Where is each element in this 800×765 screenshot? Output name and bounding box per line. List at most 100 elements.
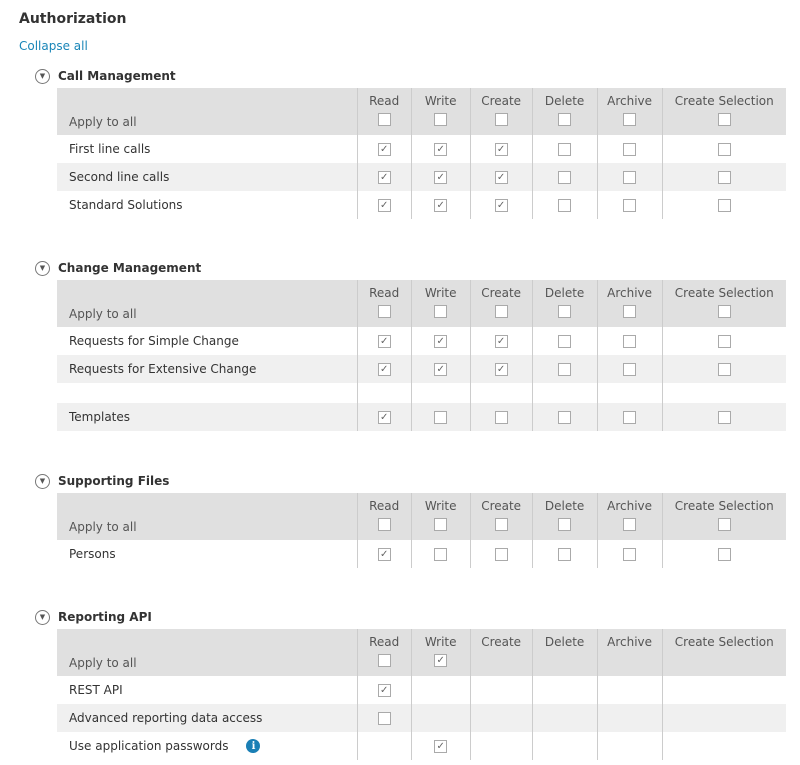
permission-section: ▼ Call Management Apply to all Read Write Cre… bbox=[35, 64, 786, 219]
permission-checkbox[interactable] bbox=[558, 113, 572, 126]
permission-checkbox[interactable]: ✓ bbox=[494, 143, 508, 156]
permission-cell bbox=[356, 732, 412, 760]
permission-cell: ✓ bbox=[410, 327, 471, 355]
column-header: Write bbox=[410, 280, 471, 327]
permission-checkbox[interactable] bbox=[623, 363, 637, 376]
permission-checkbox[interactable] bbox=[717, 548, 731, 561]
permission-checkbox[interactable] bbox=[623, 411, 637, 424]
permission-checkbox[interactable] bbox=[377, 113, 391, 126]
row-spacer bbox=[57, 383, 786, 403]
info-icon[interactable]: i bbox=[246, 739, 261, 754]
column-header: Create bbox=[469, 629, 533, 676]
permission-checkbox[interactable] bbox=[717, 411, 731, 424]
permission-table: Apply to all Read Write Create Delete Archive… bbox=[57, 88, 786, 219]
permission-checkbox[interactable] bbox=[623, 171, 637, 184]
column-label: Archive bbox=[607, 286, 653, 300]
permission-checkbox[interactable] bbox=[494, 548, 508, 561]
permission-checkbox[interactable] bbox=[494, 305, 508, 318]
collapse-toggle-icon[interactable]: ▼ bbox=[35, 473, 50, 489]
permission-checkbox[interactable] bbox=[377, 518, 391, 531]
permission-cell bbox=[469, 403, 533, 431]
permission-checkbox[interactable] bbox=[623, 199, 637, 212]
permission-cell: ✓ bbox=[469, 163, 533, 191]
permission-cell bbox=[410, 540, 471, 568]
permission-checkbox[interactable]: ✓ bbox=[434, 654, 448, 667]
permission-checkbox[interactable] bbox=[623, 548, 637, 561]
column-label: Archive bbox=[607, 499, 653, 513]
permission-checkbox[interactable] bbox=[717, 518, 731, 531]
permission-checkbox[interactable] bbox=[434, 305, 448, 318]
table-row: Templates ✓ bbox=[57, 403, 786, 431]
collapse-all-link[interactable]: Collapse all bbox=[19, 39, 88, 53]
permission-checkbox[interactable] bbox=[558, 363, 572, 376]
permission-checkbox[interactable] bbox=[717, 171, 731, 184]
permission-checkbox[interactable] bbox=[717, 335, 731, 348]
permission-checkbox[interactable] bbox=[717, 143, 731, 156]
collapse-toggle-icon[interactable]: ▼ bbox=[35, 609, 50, 625]
permission-checkbox[interactable]: ✓ bbox=[377, 143, 391, 156]
apply-to-all-label: Apply to all bbox=[69, 115, 137, 129]
permission-checkbox[interactable] bbox=[558, 335, 572, 348]
permission-checkbox[interactable]: ✓ bbox=[494, 199, 508, 212]
permission-cell bbox=[661, 163, 786, 191]
column-label: Archive bbox=[607, 635, 653, 649]
permission-checkbox[interactable]: ✓ bbox=[494, 335, 508, 348]
section-title: Change Management bbox=[58, 261, 202, 275]
permission-checkbox[interactable] bbox=[434, 113, 448, 126]
permission-checkbox[interactable] bbox=[434, 411, 448, 424]
permission-checkbox[interactable]: ✓ bbox=[377, 548, 391, 561]
permission-cell bbox=[410, 704, 471, 732]
permission-checkbox[interactable] bbox=[717, 305, 731, 318]
permission-cell: ✓ bbox=[356, 540, 412, 568]
permission-checkbox[interactable]: ✓ bbox=[377, 363, 391, 376]
permission-checkbox[interactable] bbox=[558, 171, 572, 184]
row-label: Requests for Extensive Change bbox=[69, 362, 257, 376]
permission-checkbox[interactable] bbox=[558, 199, 572, 212]
permission-checkbox[interactable] bbox=[558, 305, 572, 318]
permission-checkbox[interactable] bbox=[717, 113, 731, 126]
permission-checkbox[interactable] bbox=[377, 305, 391, 318]
permission-checkbox[interactable]: ✓ bbox=[434, 143, 448, 156]
permission-checkbox[interactable] bbox=[717, 363, 731, 376]
permission-checkbox[interactable] bbox=[558, 143, 572, 156]
permission-checkbox[interactable] bbox=[434, 518, 448, 531]
permission-checkbox[interactable] bbox=[623, 518, 637, 531]
permission-checkbox[interactable]: ✓ bbox=[377, 171, 391, 184]
permission-checkbox[interactable] bbox=[717, 199, 731, 212]
permission-checkbox[interactable] bbox=[377, 654, 391, 667]
permission-checkbox[interactable] bbox=[623, 305, 637, 318]
permission-cell: ✓ bbox=[410, 135, 471, 163]
permission-cell bbox=[596, 676, 663, 704]
column-label: Create bbox=[481, 94, 522, 108]
collapse-toggle-icon[interactable]: ▼ bbox=[35, 260, 50, 276]
permission-checkbox[interactable] bbox=[623, 335, 637, 348]
permission-checkbox[interactable]: ✓ bbox=[434, 199, 448, 212]
permission-checkbox[interactable]: ✓ bbox=[377, 684, 391, 697]
permission-checkbox[interactable]: ✓ bbox=[434, 740, 448, 753]
permission-checkbox[interactable]: ✓ bbox=[377, 411, 391, 424]
permission-checkbox[interactable] bbox=[623, 143, 637, 156]
permission-checkbox[interactable]: ✓ bbox=[434, 363, 448, 376]
permission-checkbox[interactable] bbox=[494, 518, 508, 531]
permission-checkbox[interactable]: ✓ bbox=[434, 171, 448, 184]
permission-checkbox[interactable] bbox=[558, 548, 572, 561]
permission-checkbox[interactable] bbox=[494, 113, 508, 126]
permission-checkbox[interactable] bbox=[494, 411, 508, 424]
permission-checkbox[interactable] bbox=[623, 113, 637, 126]
column-label: Create bbox=[481, 635, 522, 649]
permission-checkbox[interactable] bbox=[558, 518, 572, 531]
permission-checkbox[interactable] bbox=[377, 712, 391, 725]
permission-cell bbox=[531, 327, 598, 355]
permission-checkbox[interactable] bbox=[434, 548, 448, 561]
permission-checkbox[interactable]: ✓ bbox=[434, 335, 448, 348]
permission-checkbox[interactable]: ✓ bbox=[377, 199, 391, 212]
permission-cell: ✓ bbox=[356, 191, 412, 219]
permission-checkbox[interactable]: ✓ bbox=[377, 335, 391, 348]
column-label: Create bbox=[481, 499, 522, 513]
permission-checkbox[interactable] bbox=[558, 411, 572, 424]
table-row: Requests for Simple Change ✓ ✓ ✓ bbox=[57, 327, 786, 355]
section-header: ▼ Reporting API bbox=[35, 605, 786, 629]
collapse-toggle-icon[interactable]: ▼ bbox=[35, 68, 50, 84]
permission-checkbox[interactable]: ✓ bbox=[494, 171, 508, 184]
permission-checkbox[interactable]: ✓ bbox=[494, 363, 508, 376]
